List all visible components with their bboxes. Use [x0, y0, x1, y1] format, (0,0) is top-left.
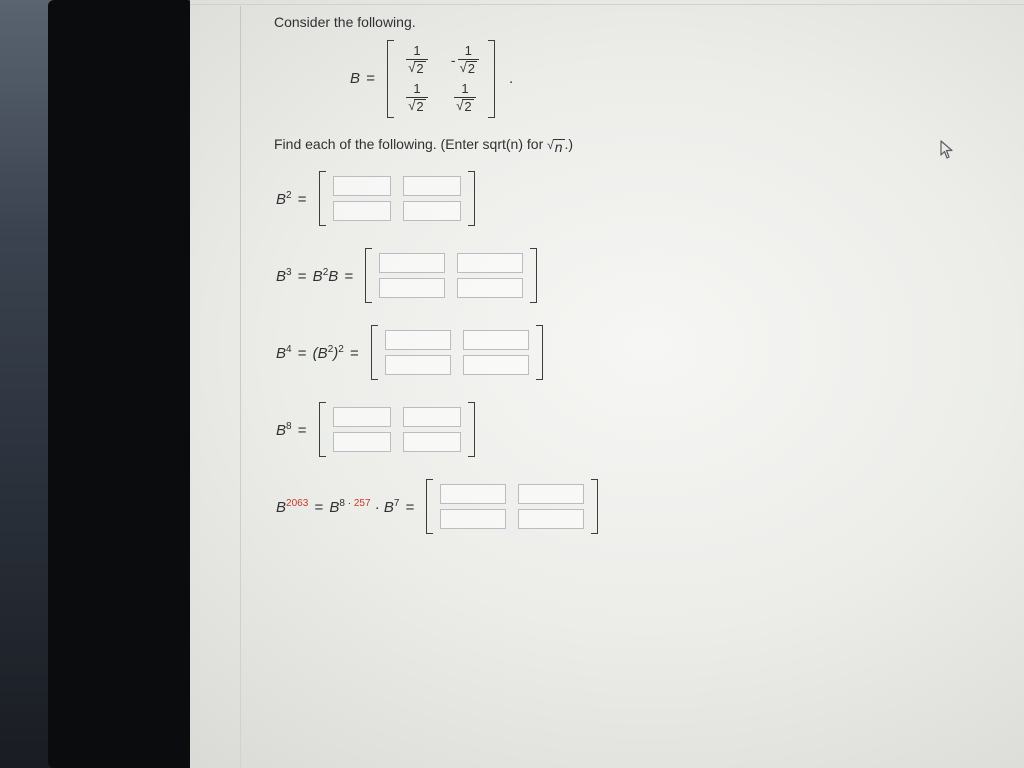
find-suffix: .)	[565, 136, 574, 152]
answer-input[interactable]	[463, 355, 529, 375]
left-bracket	[319, 402, 326, 457]
photo-background-left	[0, 0, 190, 768]
answer-grid	[326, 402, 468, 457]
answer-input[interactable]	[457, 278, 523, 298]
answer-input[interactable]	[440, 509, 506, 529]
answer-matrix	[426, 479, 598, 534]
answer-input[interactable]	[333, 407, 391, 427]
question-lhs: B2063 = B8 · 257 · B7 =	[276, 498, 416, 516]
matrix-cell: 1√2	[400, 82, 434, 114]
right-bracket	[468, 171, 475, 226]
right-bracket	[536, 325, 543, 380]
question-content: Consider the following. B = 1√2-1√21√21√…	[250, 0, 994, 768]
answer-grid	[433, 479, 591, 534]
question-lhs: B8 =	[276, 421, 309, 439]
answer-input[interactable]	[403, 432, 461, 452]
right-bracket	[488, 40, 495, 118]
question-lhs: B3 = B2B =	[276, 267, 355, 285]
answer-input[interactable]	[518, 509, 584, 529]
left-bracket	[365, 248, 372, 303]
find-prefix: Find each of the following. (Enter sqrt(…	[274, 136, 547, 152]
matrix-label: B	[350, 70, 360, 87]
left-bracket	[319, 171, 326, 226]
answer-matrix	[319, 402, 475, 457]
answer-matrix	[319, 171, 475, 226]
matrix-grid: 1√2 -1√2 1√2 1√2	[394, 40, 488, 118]
sqrt-hint-icon: √n	[547, 139, 564, 155]
given-matrix: 1√2 -1√2 1√2 1√2	[387, 40, 495, 118]
question-row: B3 = B2B =	[276, 248, 994, 303]
left-bracket	[387, 40, 394, 118]
answer-input[interactable]	[403, 201, 461, 221]
right-bracket	[591, 479, 598, 534]
given-matrix-equation: B = 1√2 -1√2 1√2 1√2 .	[350, 40, 994, 118]
left-margin-rule	[240, 6, 241, 768]
screen-area: Consider the following. B = 1√2-1√21√21√…	[190, 0, 1024, 768]
matrix-cell: 1√2	[400, 44, 434, 76]
question-row: B2063 = B8 · 257 · B7 =	[276, 479, 994, 534]
question-lhs: B4 = (B2)2 =	[276, 344, 361, 362]
left-bracket	[371, 325, 378, 380]
question-lhs: B2 =	[276, 190, 309, 208]
answer-matrix	[371, 325, 543, 380]
answer-input[interactable]	[385, 355, 451, 375]
answer-input[interactable]	[385, 330, 451, 350]
monitor-bezel	[48, 0, 193, 768]
questions-list: B2 = B3 = B2B = B4 = (B2)2 = B8 = B2063 = B8…	[250, 171, 994, 534]
matrix-lhs: B =	[350, 70, 377, 87]
answer-input[interactable]	[440, 484, 506, 504]
right-bracket	[530, 248, 537, 303]
answer-input[interactable]	[403, 407, 461, 427]
answer-input[interactable]	[379, 278, 445, 298]
answer-input[interactable]	[403, 176, 461, 196]
answer-grid	[372, 248, 530, 303]
question-row: B2 =	[276, 171, 994, 226]
find-instruction: Find each of the following. (Enter sqrt(…	[274, 136, 994, 155]
matrix-cell: 1√2	[448, 82, 482, 114]
answer-input[interactable]	[457, 253, 523, 273]
prompt-text: Consider the following.	[274, 14, 994, 30]
hint-radicand: n	[553, 139, 565, 155]
answer-input[interactable]	[379, 253, 445, 273]
matrix-cell: -1√2	[448, 44, 482, 76]
right-bracket	[468, 402, 475, 457]
answer-input[interactable]	[518, 484, 584, 504]
period: .	[509, 70, 513, 87]
left-bracket	[426, 479, 433, 534]
answer-input[interactable]	[463, 330, 529, 350]
answer-input[interactable]	[333, 176, 391, 196]
answer-input[interactable]	[333, 432, 391, 452]
answer-matrix	[365, 248, 537, 303]
answer-grid	[378, 325, 536, 380]
question-row: B4 = (B2)2 =	[276, 325, 994, 380]
answer-grid	[326, 171, 468, 226]
answer-input[interactable]	[333, 201, 391, 221]
question-row: B8 =	[276, 402, 994, 457]
